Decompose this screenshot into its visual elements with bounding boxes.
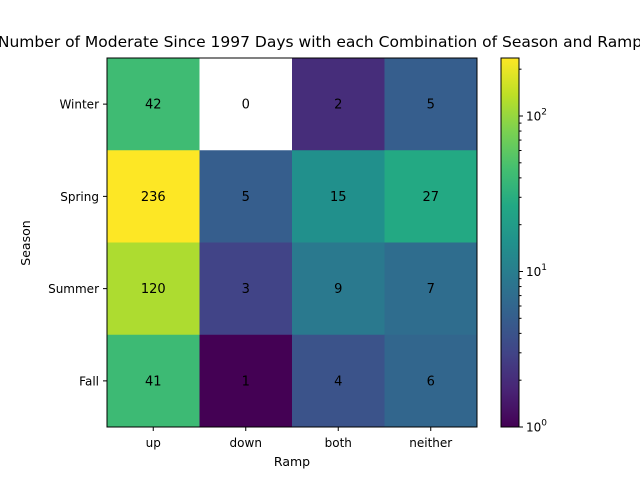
heatmap-cell xyxy=(107,58,200,151)
heatmap-cell xyxy=(292,242,385,336)
cell-value-label: 2 xyxy=(334,98,342,113)
cell-value-label: 236 xyxy=(141,190,166,205)
heatmap-cell xyxy=(199,242,293,336)
cell-value-label: 1 xyxy=(242,374,250,389)
cell-value-label: 5 xyxy=(427,98,435,113)
heatmap-cell xyxy=(384,242,478,336)
heatmap-cell xyxy=(107,334,200,428)
heatmap-cell xyxy=(384,150,478,243)
heatmap-cell xyxy=(292,334,385,428)
heatmap-cell xyxy=(384,334,478,428)
cell-value-label: 9 xyxy=(334,282,342,297)
chart-title: Number of Moderate Since 1997 Days with … xyxy=(0,33,640,51)
colorbar xyxy=(501,58,519,427)
heatmap-cell xyxy=(107,242,200,336)
heatmap-cell xyxy=(384,58,478,151)
colorbar-ticks: 100 101 102 xyxy=(519,68,547,435)
heatmap-cell xyxy=(292,150,385,243)
cell-value-label: 3 xyxy=(242,282,250,297)
y-tick-label: Winter xyxy=(59,98,99,112)
cell-value-label: 7 xyxy=(427,282,435,297)
y-axis-ticks: Winter Spring Summer Fall xyxy=(48,98,107,388)
plot-frame xyxy=(106,57,478,428)
heatmap-cell xyxy=(107,150,200,243)
colorbar-frame xyxy=(500,57,520,428)
cell-value-label: 41 xyxy=(145,374,162,389)
heatmap-cell xyxy=(292,58,385,151)
cell-value-label: 15 xyxy=(330,190,347,205)
cell-value-label: 0 xyxy=(242,98,250,113)
x-axis-ticks: up down both neither xyxy=(146,427,452,450)
heatmap-cell xyxy=(199,58,293,151)
heatmap-cell xyxy=(199,150,293,243)
y-axis-label: Season xyxy=(18,220,33,265)
x-axis-label: Ramp xyxy=(274,454,310,469)
colorbar-tick-label: 101 xyxy=(526,263,547,279)
x-tick-label: up xyxy=(146,436,161,450)
y-tick-label: Spring xyxy=(60,190,99,204)
colorbar-tick-label: 102 xyxy=(526,107,547,123)
cell-value-label: 120 xyxy=(141,282,166,297)
x-tick-label: neither xyxy=(409,436,452,450)
y-tick-label: Summer xyxy=(48,282,99,296)
cell-value-label: 5 xyxy=(242,190,250,205)
x-tick-label: down xyxy=(230,436,262,450)
cell-value-label: 4 xyxy=(334,374,342,389)
heatmap-cell xyxy=(199,334,293,428)
cell-value-label: 27 xyxy=(422,190,439,205)
colorbar-tick-label: 100 xyxy=(526,419,547,435)
cell-value-label: 6 xyxy=(427,374,435,389)
heatmap-cells: 42 0 2 5 236 5 15 27 120 3 9 7 41 1 4 6 xyxy=(107,58,478,428)
x-tick-label: both xyxy=(325,436,352,450)
cell-value-label: 42 xyxy=(145,98,162,113)
y-tick-label: Fall xyxy=(79,374,99,388)
